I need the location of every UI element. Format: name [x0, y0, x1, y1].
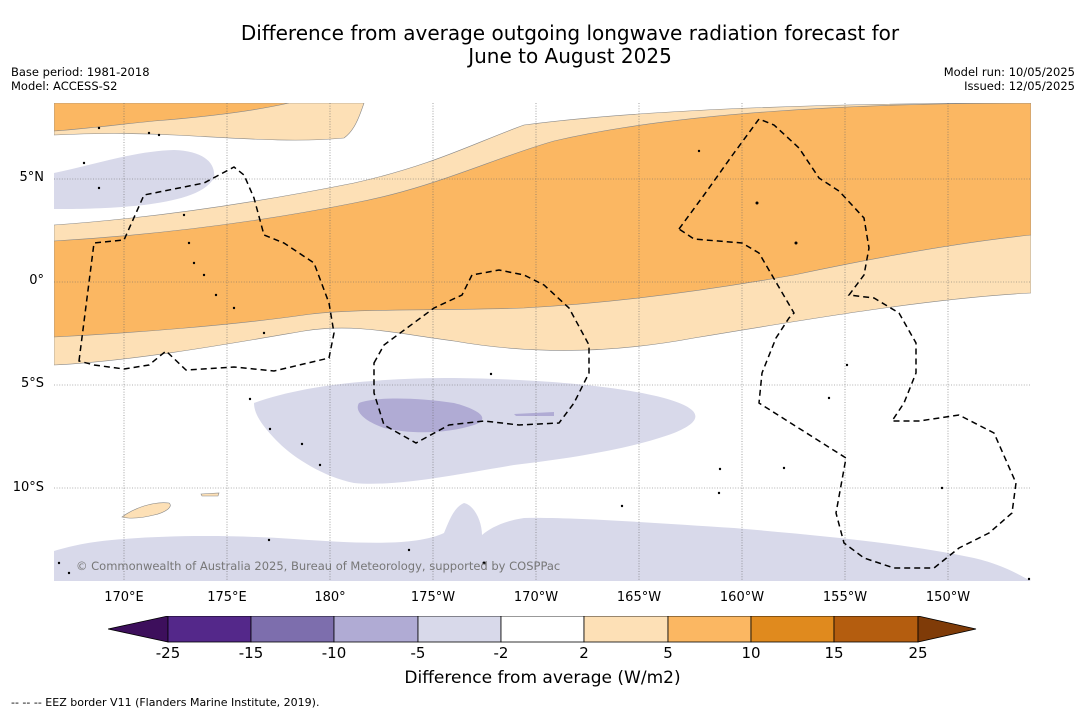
colorbar-tick: 15 — [824, 644, 844, 662]
lon-label-180: 180° — [314, 590, 346, 605]
info-left: Base period: 1981-2018 Model: ACCESS-S2 — [11, 65, 150, 93]
lat-label-10s: 10°S — [12, 480, 44, 495]
lon-label-170e: 170°E — [104, 590, 144, 605]
map-area — [54, 103, 1031, 581]
anomaly-band-orange — [54, 103, 1031, 338]
lon-label-175w: 175°W — [410, 590, 456, 605]
colorbar-bin-pos2 — [583, 616, 669, 643]
anomaly-patch-top-left-orange — [54, 103, 290, 132]
anomaly-patch-north-purple — [54, 150, 215, 209]
lat-label-0: 0° — [29, 273, 44, 288]
colorbar-tick: -2 — [493, 644, 509, 662]
title-line-1: Difference from average outgoing longwav… — [240, 21, 900, 45]
colorbar-tick: -15 — [238, 644, 264, 662]
colorbar-tick: -5 — [410, 644, 426, 662]
colorbar-bin-neg5 — [417, 616, 502, 643]
colorbar-max-arrow — [917, 616, 977, 643]
colorbar-bin-neg10 — [333, 616, 419, 643]
islands — [57, 126, 1031, 581]
map-title: Difference from average outgoing longwav… — [0, 22, 1085, 68]
anomaly-patch-dark-purple — [357, 398, 483, 433]
anomaly-blob-small — [121, 502, 171, 519]
lon-label-175e: 175°E — [207, 590, 247, 605]
colorbar-bin-pos15 — [833, 616, 919, 643]
issued-date: Issued: 12/05/2025 — [964, 79, 1075, 93]
colorbar-bin-pos5 — [667, 616, 752, 643]
lat-label-5n: 5°N — [19, 170, 45, 185]
colorbar-bin-neutral — [500, 616, 585, 643]
lon-label-160w: 160°W — [719, 590, 765, 605]
anomaly-blob-tiny — [200, 492, 220, 497]
graticule — [54, 103, 1031, 581]
colorbar-bin-neg25 — [167, 616, 252, 643]
model-run: Model run: 10/05/2025 — [943, 65, 1075, 79]
lon-label-165w: 165°W — [616, 590, 662, 605]
colorbar-bin-neg15 — [250, 616, 335, 643]
lon-label-155w: 155°W — [822, 590, 868, 605]
colorbar — [108, 616, 977, 643]
title-line-2: June to August 2025 — [468, 44, 672, 68]
base-period: Base period: 1981-2018 — [11, 65, 150, 79]
colorbar-label: Difference from average (W/m2) — [404, 668, 681, 688]
lon-label-170w: 170°W — [513, 590, 559, 605]
colorbar-tick: -10 — [321, 644, 347, 662]
anomaly-patch-dark-purple-2 — [514, 412, 554, 416]
colorbar-tick: 5 — [663, 644, 673, 662]
colorbar-tick: 2 — [579, 644, 589, 662]
colorbar-tick: 10 — [741, 644, 761, 662]
eez-footnote: -- -- -- EEZ border V11 (Flanders Marine… — [11, 696, 320, 709]
anomaly-map — [54, 103, 1031, 581]
eez-borders — [78, 118, 1017, 569]
anomaly-patch-central-purple — [254, 378, 696, 484]
copyright-notice: © Commonwealth of Australia 2025, Bureau… — [76, 559, 561, 573]
lat-label-5s: 5°S — [20, 376, 44, 391]
anomaly-patch-south-purple — [54, 503, 1031, 581]
lon-label-150w: 150°W — [925, 590, 971, 605]
colorbar-bin-pos10 — [750, 616, 835, 643]
info-right: Model run: 10/05/2025 Issued: 12/05/2025 — [944, 65, 1075, 93]
colorbar-tick: 25 — [908, 644, 928, 662]
colorbar-tick: -25 — [155, 644, 181, 662]
colorbar-min-arrow — [108, 616, 169, 643]
model-name: Model: ACCESS-S2 — [11, 79, 118, 93]
